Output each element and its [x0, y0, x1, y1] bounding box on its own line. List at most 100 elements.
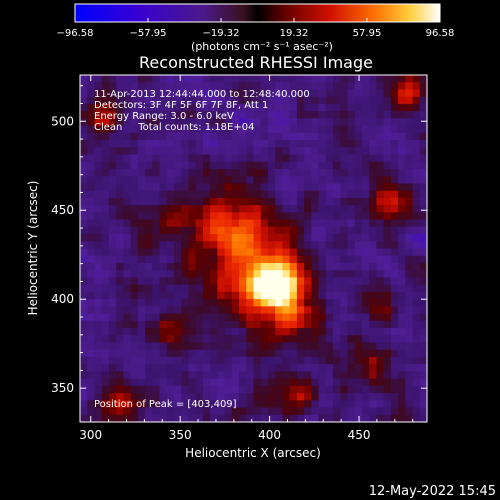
heatmap-cell — [412, 111, 421, 119]
heatmap-cell — [173, 111, 182, 119]
heatmap-cell — [282, 385, 291, 394]
heatmap-cell — [390, 393, 399, 401]
heatmap-cell — [116, 400, 124, 409]
heatmap-cell — [87, 393, 96, 401]
heatmap-cell — [166, 147, 175, 156]
heatmap-cell — [260, 241, 269, 250]
heatmap-cell — [333, 407, 341, 416]
heatmap-cell — [354, 241, 363, 250]
heatmap-cell — [289, 414, 298, 422]
heatmap-cell — [166, 349, 175, 358]
heatmap-cell — [246, 255, 255, 264]
heatmap-cell — [405, 291, 414, 300]
heatmap-cell — [354, 147, 363, 156]
heatmap-cell — [101, 219, 110, 228]
heatmap-cell — [267, 103, 276, 112]
heatmap-cell — [267, 147, 276, 156]
heatmap-cell — [354, 197, 363, 206]
heatmap-cell — [108, 313, 117, 322]
heatmap-cell — [260, 154, 269, 163]
heatmap-cell — [311, 328, 320, 336]
heatmap-cell — [275, 299, 284, 307]
annotation-energy-range: Energy Range: 3.0 - 6.0 keV — [94, 111, 234, 122]
heatmap-cell — [361, 364, 370, 372]
heatmap-cell — [354, 111, 363, 119]
heatmap-cell — [145, 219, 153, 228]
heatmap-cell — [217, 197, 226, 206]
heatmap-cell — [217, 168, 226, 177]
heatmap-cell — [304, 241, 312, 250]
heatmap-cell — [390, 270, 399, 279]
heatmap-cell — [181, 212, 190, 221]
heatmap-cell — [217, 393, 226, 401]
heatmap-cell — [231, 255, 240, 264]
heatmap-cell — [202, 96, 211, 105]
heatmap-cell — [361, 262, 370, 271]
heatmap-cell — [137, 299, 146, 307]
heatmap-cell — [412, 226, 421, 235]
heatmap-cell — [202, 393, 211, 401]
heatmap-cell — [296, 299, 305, 307]
heatmap-cell — [159, 270, 168, 279]
heatmap-cell — [390, 168, 399, 177]
heatmap-cell — [369, 103, 377, 112]
heatmap-cell — [419, 125, 427, 134]
heatmap-cell — [181, 75, 190, 83]
heatmap-cell — [94, 75, 103, 83]
heatmap-cell — [166, 161, 175, 170]
heatmap-cell — [152, 342, 161, 351]
heatmap-cell — [101, 226, 110, 235]
heatmap-cell — [173, 226, 182, 235]
heatmap-cell — [159, 132, 168, 141]
heatmap-cell — [267, 118, 276, 127]
heatmap-cell — [296, 385, 305, 394]
heatmap-cell — [282, 118, 291, 127]
heatmap-cell — [80, 306, 88, 315]
heatmap-cell — [304, 161, 312, 170]
heatmap-cell — [116, 75, 124, 83]
heatmap-cell — [282, 335, 291, 344]
heatmap-cell — [369, 176, 377, 185]
heatmap-cell — [311, 270, 320, 279]
heatmap-cell — [123, 342, 132, 351]
heatmap-cell — [260, 168, 269, 177]
heatmap-cell — [405, 205, 414, 213]
heatmap-cell — [318, 132, 327, 141]
heatmap-cell — [80, 371, 88, 380]
heatmap-cell — [217, 125, 226, 134]
heatmap-cell — [390, 378, 399, 387]
heatmap-cell — [202, 212, 211, 221]
heatmap-cell — [296, 154, 305, 163]
heatmap-cell — [296, 262, 305, 271]
heatmap-cell — [282, 349, 291, 358]
heatmap-cell — [289, 147, 298, 156]
heatmap-cell — [202, 183, 211, 192]
heatmap-cell — [412, 313, 421, 322]
heatmap-cell — [101, 291, 110, 300]
heatmap-cell — [267, 385, 276, 394]
heatmap-cell — [80, 82, 88, 91]
heatmap-cell — [398, 176, 406, 185]
heatmap-cell — [412, 407, 421, 416]
heatmap-cell — [137, 234, 146, 242]
heatmap-cell — [369, 313, 377, 322]
heatmap-cell — [159, 118, 168, 127]
heatmap-cell — [94, 306, 103, 315]
heatmap-cell — [253, 320, 262, 329]
heatmap-cell — [116, 335, 124, 344]
heatmap-cell — [195, 82, 204, 91]
heatmap-cell — [304, 118, 312, 127]
heatmap-cell — [87, 328, 96, 336]
heatmap-cell — [152, 313, 161, 322]
heatmap-cell — [376, 212, 385, 221]
heatmap-cell — [217, 378, 226, 387]
heatmap-cell — [224, 147, 233, 156]
heatmap-cell — [159, 371, 168, 380]
heatmap-cell — [152, 118, 161, 127]
heatmap-cell — [347, 255, 356, 264]
heatmap-cell — [318, 154, 327, 163]
heatmap-cell — [231, 147, 240, 156]
heatmap-cell — [369, 96, 377, 105]
heatmap-cell — [325, 299, 334, 307]
heatmap-cell — [419, 364, 427, 372]
